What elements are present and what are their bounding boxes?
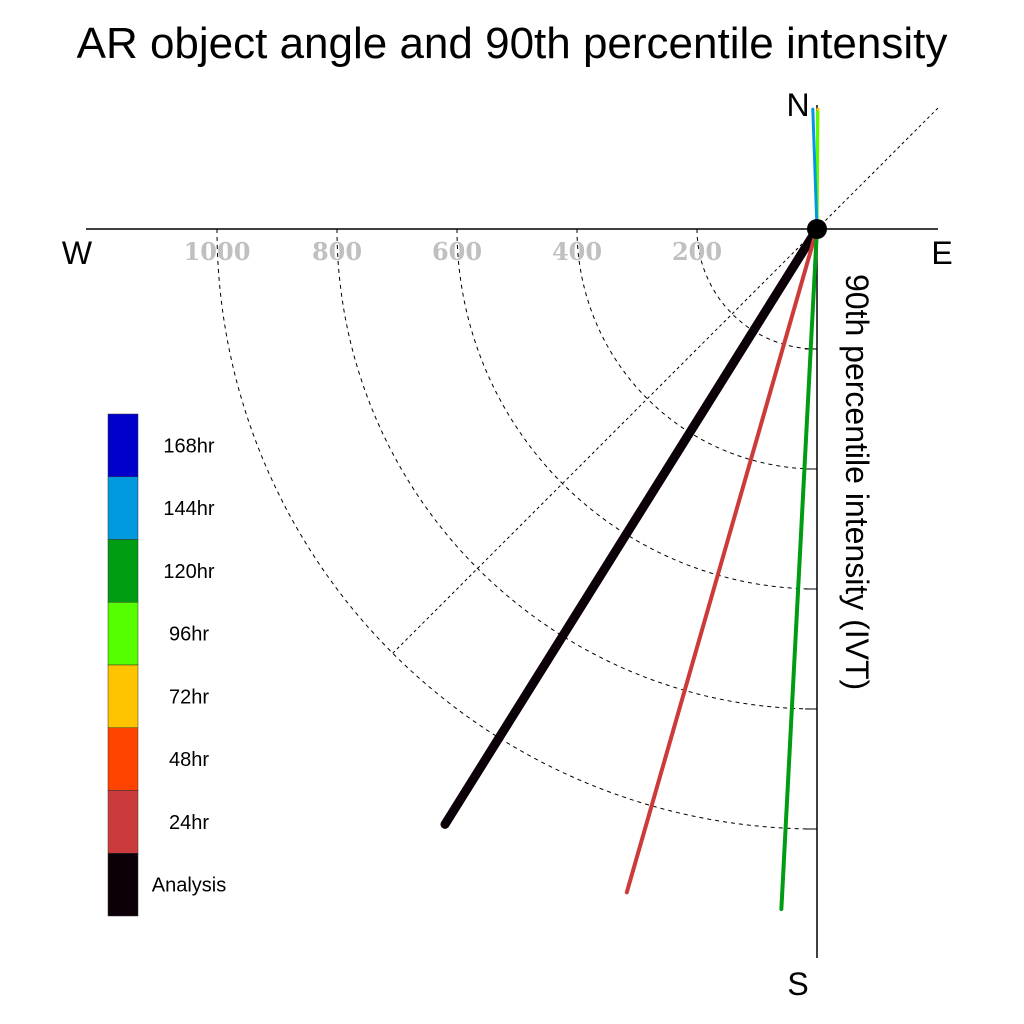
legend-label-96hr: 96hr <box>169 624 209 646</box>
legend-swatch-analysis <box>107 853 139 917</box>
compass-west: W <box>62 235 93 271</box>
vector-analysis <box>440 224 822 829</box>
radial-grid <box>216 107 939 830</box>
tick-label-800: 800 <box>312 237 362 266</box>
legend-label-168hr: 168hr <box>163 435 214 457</box>
legend-swatch-120hr <box>107 539 139 603</box>
legend-swatch-168hr <box>107 413 139 477</box>
tick-label-200: 200 <box>672 237 722 266</box>
tick-label-600: 600 <box>432 237 482 266</box>
vector-144hr <box>811 107 819 231</box>
legend-swatch-144hr <box>107 476 139 540</box>
tick-label-400: 400 <box>552 237 602 266</box>
legend-label-120hr: 120hr <box>163 561 214 583</box>
legend-label-analysis: Analysis <box>152 875 226 897</box>
grid-arc-400 <box>576 228 818 470</box>
legend-label-48hr: 48hr <box>169 749 209 771</box>
legend-swatch-48hr <box>107 727 139 791</box>
y-axis-label: 90th percentile intensity (IVT) <box>839 274 875 690</box>
vector-120hr <box>779 227 819 912</box>
legend-label-24hr: 24hr <box>169 812 209 834</box>
grid-diagonal <box>392 107 939 654</box>
grid-arc-200 <box>696 228 818 350</box>
radial-tick-labels: 200 400 600 800 1000 <box>184 237 722 266</box>
origin-marker <box>807 219 827 239</box>
legend-label-144hr: 144hr <box>163 498 214 520</box>
legend-swatch-72hr <box>107 664 139 728</box>
compass-east: E <box>931 235 952 271</box>
vector-24hr <box>624 227 819 895</box>
compass-south: S <box>787 966 808 1002</box>
chart-title: AR object angle and 90th percentile inte… <box>77 19 948 68</box>
tick-label-1000: 1000 <box>184 237 251 266</box>
legend-swatch-24hr <box>107 790 139 854</box>
forecast-vectors <box>440 107 822 912</box>
compass-north: N <box>786 87 809 123</box>
legend-label-72hr: 72hr <box>169 686 209 708</box>
legend-swatch-96hr <box>107 602 139 666</box>
legend: 168hr 144hr 120hr 96hr 72hr 48hr 24hr Analysis <box>107 413 226 917</box>
